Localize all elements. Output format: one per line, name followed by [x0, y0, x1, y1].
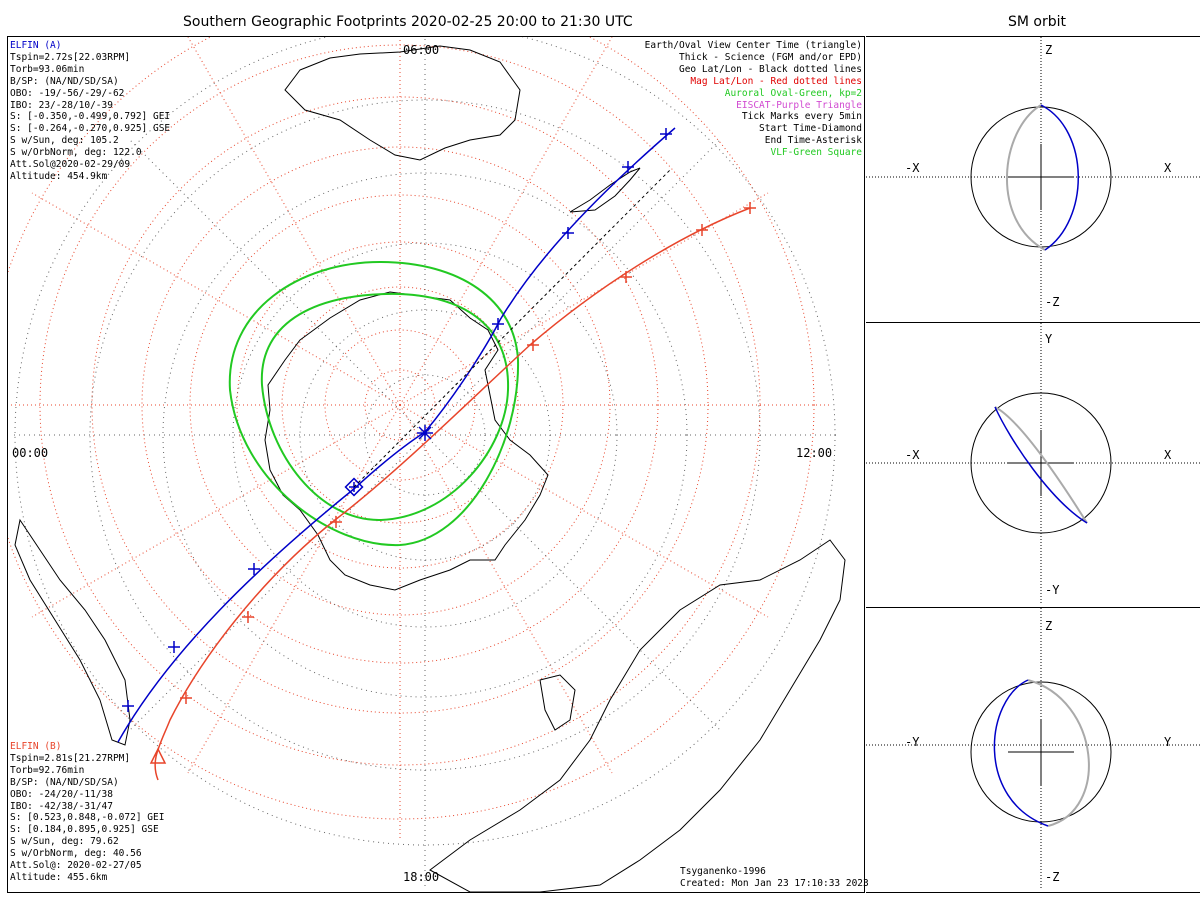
antarctica-coast	[264, 291, 549, 591]
sm-frame-bottom	[866, 892, 1200, 893]
elfin-a-line: S w/Sun, deg: 105.2	[10, 135, 119, 147]
elfin-a-info: ELFIN (A) Tspin=2.72s[22.03RPM] Torb=93.…	[10, 40, 170, 183]
elfin-a-line: Altitude: 454.9km	[10, 170, 108, 182]
sm-xy-left-label: -X	[905, 448, 920, 462]
created-label: Created: Mon Jan 23 17:10:33 2023	[680, 878, 869, 889]
legend-item: End Time-Asterisk	[764, 135, 862, 147]
legend-item: Mag Lat/Lon - Red dotted lines	[690, 75, 862, 87]
elfin-a-line: Torb=93.06min	[10, 63, 85, 75]
elfin-b-info: ELFIN (B) Tspin=2.81s[21.27RPM] Torb=92.…	[10, 741, 164, 884]
elfin-a-track	[117, 127, 676, 743]
sm-divider-1	[866, 322, 1200, 323]
main-title: Southern Geographic Footprints 2020-02-2…	[183, 14, 633, 30]
clock-label-top: 06:00	[403, 43, 440, 57]
elfin-a-line: IBO: 23/-28/10/-39	[10, 99, 113, 111]
sm-xz-right-label: X	[1164, 161, 1172, 175]
madagascar-coast	[539, 674, 576, 731]
legend-item: Geo Lat/Lon - Black dotted lines	[678, 63, 862, 75]
new-zealand-coast	[569, 167, 641, 213]
sm-xy-bottom-label: -Y	[1045, 583, 1060, 597]
elfin-b-line: Att.Sol@: 2020-02-27/05	[10, 860, 142, 872]
legend-item: Tick Marks every 5min	[741, 111, 862, 123]
view-line	[353, 169, 671, 488]
south-america-coast	[14, 518, 131, 746]
elfin-b-line: OBO: -24/20/-11/38	[10, 788, 113, 800]
legend-item: Start Time-Diamond	[759, 123, 862, 135]
sm-yz-bottom-label: -Z	[1045, 870, 1060, 884]
main-frame-left	[7, 36, 8, 893]
sm-xy-top-label: Y	[1045, 332, 1053, 346]
sm-yz-top-label: Z	[1045, 619, 1053, 633]
elfin-b-line: Altitude: 455.6km	[10, 871, 108, 883]
elfin-b-line: S: [0.523,0.848,-0.072] GEI	[10, 812, 165, 824]
legend-item: VLF-Green Square	[770, 147, 862, 159]
elfin-b-line: S: [0.184,0.895,0.925] GSE	[10, 824, 159, 836]
main-frame-right	[864, 36, 865, 893]
legend-item: Auroral Oval-Green, kp=2	[724, 87, 862, 99]
sm-yz-left-label: -Y	[905, 735, 920, 749]
elfin-b-ticks	[180, 202, 756, 704]
sm-xy-right-label: X	[1164, 448, 1172, 462]
sm-xz-left-label: -X	[905, 161, 920, 175]
elfin-b-line: S w/Sun, deg: 79.62	[10, 836, 119, 848]
elfin-a-line: Tspin=2.72s[22.03RPM]	[10, 51, 131, 63]
main-frame-bottom	[7, 892, 864, 893]
elfin-b-line: Torb=92.76min	[10, 764, 85, 776]
elfin-a-end-asterisk	[417, 425, 433, 441]
elfin-b-line: IBO: -42/38/-31/47	[10, 800, 113, 812]
legend-item: Earth/Oval View Center Time (triangle)	[644, 40, 862, 51]
elfin-a-line: S: [-0.264,-0.270,0.925] GSE	[10, 123, 171, 135]
auroral-oval-inner	[260, 292, 510, 522]
africa-coast	[429, 539, 846, 892]
sm-orbit-title: SM orbit	[1008, 14, 1067, 30]
elfin-a-ticks	[122, 128, 672, 712]
sm-xz-top-label: Z	[1045, 43, 1053, 57]
legend-item: EISCAT-Purple Triangle	[736, 99, 862, 111]
elfin-a-line: B/SP: (NA/ND/SD/SA)	[10, 75, 119, 87]
elfin-a-line: OBO: -19/-56/-29/-62	[10, 87, 125, 99]
legend-item: Thick - Science (FGM and/or EPD)	[678, 51, 862, 63]
sm-panel-xy	[866, 323, 1200, 605]
sm-xz-bottom-label: -Z	[1045, 295, 1060, 309]
legend: Earth/Oval View Center Time (triangle) T…	[645, 40, 862, 159]
elfin-b-track	[154, 207, 751, 781]
elfin-a-line: Att.Sol@2020-02-29/09	[10, 159, 131, 171]
elfin-b-line: Tspin=2.81s[21.27RPM]	[10, 752, 131, 764]
elfin-a-header: ELFIN (A)	[10, 40, 62, 51]
elfin-b-view-triangle	[149, 747, 167, 764]
mag-lon-grid	[8, 37, 830, 840]
elfin-b-line: B/SP: (NA/ND/SD/SA)	[10, 776, 119, 788]
australia-coast	[284, 45, 521, 161]
elfin-a-line: S w/OrbNorm, deg: 122.0	[10, 147, 142, 159]
model-label: Tsyganenko-1996	[680, 866, 766, 877]
main-frame-top	[7, 36, 864, 37]
geo-lon-grid	[10, 37, 840, 890]
sm-panel-yz	[866, 608, 1200, 890]
elfin-b-header: ELFIN (B)	[10, 741, 62, 752]
elfin-a-line: S: [-0.350,-0.499,0.792] GEI	[10, 111, 171, 123]
elfin-b-line: S w/OrbNorm, deg: 40.56	[10, 848, 142, 860]
clock-label-right: 12:00	[796, 446, 833, 460]
sm-frame-top	[866, 36, 1200, 37]
sm-divider-2	[866, 607, 1200, 608]
sm-yz-right-label: Y	[1164, 735, 1172, 749]
auroral-oval-outer	[228, 260, 520, 547]
clock-label-bottom: 18:00	[403, 870, 440, 884]
clock-label-left: 00:00	[12, 446, 49, 460]
sm-panel-xz	[866, 37, 1200, 320]
